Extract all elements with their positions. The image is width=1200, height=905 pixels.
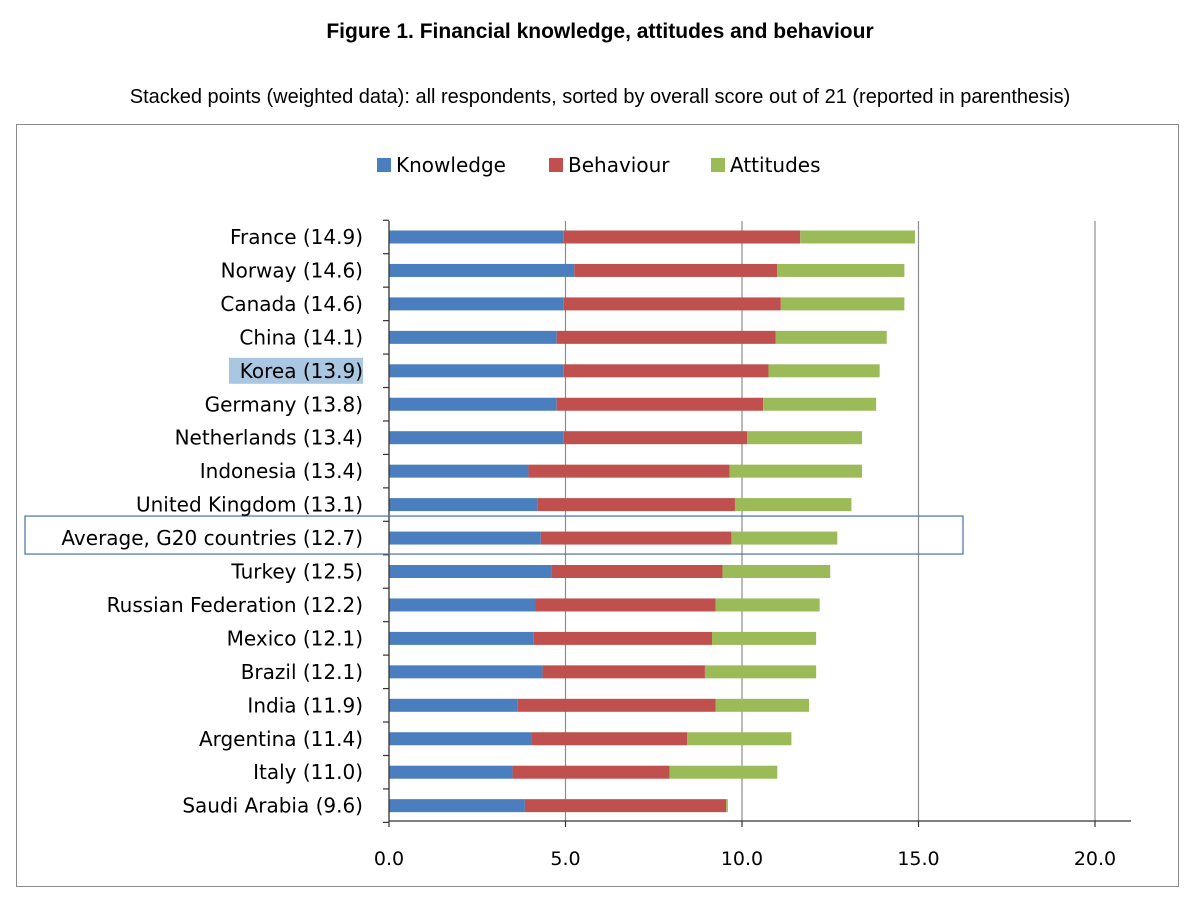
bar-behaviour-mexico: [533, 631, 712, 645]
bar-behaviour-united-kingdom: [537, 498, 735, 512]
bar-attitudes-germany: [763, 397, 877, 411]
bar-knowledge-norway: [389, 263, 575, 277]
bar-behaviour-turkey: [551, 565, 723, 578]
bar-attitudes-china: [775, 330, 887, 344]
bar-knowledge-brazil: [389, 665, 543, 679]
bar-attitudes-saudi-arabia: [726, 799, 728, 813]
category-label-italy: Italy (11.0): [253, 760, 363, 784]
bar-attitudes-united-kingdom: [734, 498, 852, 512]
category-label-norway: Norway (14.6): [221, 258, 363, 282]
x-tick-label-15: 15.0: [897, 848, 939, 870]
bar-attitudes-india: [715, 698, 810, 712]
bar-knowledge-average-g20-countries: [389, 531, 541, 545]
category-label-indonesia: Indonesia (13.4): [200, 459, 363, 483]
bar-behaviour-france: [563, 230, 801, 244]
legend-swatch-knowledge: [377, 158, 391, 172]
x-tick-label-10: 10.0: [721, 848, 763, 870]
bar-attitudes-indonesia: [729, 464, 863, 478]
bar-behaviour-norway: [574, 263, 778, 277]
bar-behaviour-saudi-arabia: [524, 799, 727, 813]
bar-knowledge-canada: [389, 297, 564, 311]
category-label-turkey: Turkey (12.5): [230, 560, 363, 584]
x-tick-label-20: 20.0: [1074, 848, 1116, 870]
bar-knowledge-india: [389, 698, 518, 712]
bar-attitudes-italy: [669, 765, 778, 779]
category-label-korea: Korea (13.9): [240, 359, 363, 383]
legend-label-knowledge: Knowledge: [396, 153, 506, 177]
category-label-russian-federation: Russian Federation (12.2): [107, 593, 363, 617]
category-label-netherlands: Netherlands (13.4): [175, 426, 363, 450]
bar-knowledge-turkey: [389, 565, 552, 578]
bar-knowledge-france: [389, 230, 564, 244]
category-label-india: India (11.9): [247, 693, 363, 717]
bar-behaviour-indonesia: [528, 464, 730, 478]
legend-label-attitudes: Attitudes: [730, 153, 821, 177]
bar-behaviour-average-g20-countries: [540, 531, 732, 545]
bar-knowledge-russian-federation: [389, 598, 536, 612]
category-label-saudi-arabia: Saudi Arabia (9.6): [182, 794, 363, 818]
x-tick-label-0: 0.0: [374, 848, 404, 870]
x-tick-label-5: 5.0: [550, 848, 580, 870]
category-label-canada: Canada (14.6): [220, 292, 363, 316]
bar-behaviour-argentina: [531, 732, 688, 746]
bar-behaviour-germany: [556, 397, 764, 411]
bar-attitudes-average-g20-countries: [731, 531, 838, 545]
category-label-average-g20-countries: Average, G20 countries (12.7): [61, 526, 363, 550]
bar-behaviour-netherlands: [563, 431, 748, 445]
chart: Knowledge Behaviour Attitudes France (14.9…: [24, 153, 1131, 870]
legend-swatch-behaviour: [549, 158, 563, 172]
bar-knowledge-argentina: [389, 732, 532, 746]
bar-behaviour-italy: [512, 765, 670, 779]
bar-attitudes-norway: [777, 263, 905, 277]
bars: [389, 230, 915, 813]
bar-knowledge-indonesia: [389, 464, 529, 478]
category-label-france: France (14.9): [230, 225, 363, 249]
bar-attitudes-brazil: [704, 665, 817, 679]
legend-label-behaviour: Behaviour: [568, 153, 670, 177]
figure-subtitle: Stacked points (weighted data): all resp…: [129, 86, 1071, 108]
bar-knowledge-china: [389, 330, 557, 344]
bar-knowledge-united-kingdom: [389, 498, 538, 512]
bar-attitudes-russian-federation: [715, 598, 820, 612]
bar-knowledge-saudi-arabia: [389, 799, 525, 813]
bar-behaviour-india: [517, 698, 716, 712]
bar-knowledge-korea: [389, 364, 564, 378]
category-label-china: China (14.1): [239, 325, 363, 349]
bar-attitudes-korea: [768, 364, 880, 378]
x-tick-labels: 0.0 5.0 10.0 15.0 20.0: [374, 848, 1116, 870]
chart-frame: Knowledge Behaviour Attitudes France (14.9…: [16, 124, 1179, 887]
legend: Knowledge Behaviour Attitudes: [377, 153, 821, 177]
category-label-mexico: Mexico (12.1): [227, 626, 363, 650]
bar-attitudes-mexico: [711, 631, 817, 645]
gridlines: [564, 221, 1096, 821]
bar-knowledge-netherlands: [389, 431, 564, 445]
bar-behaviour-china: [556, 330, 776, 344]
bar-attitudes-netherlands: [747, 431, 863, 445]
bar-knowledge-germany: [389, 397, 557, 411]
category-label-united-kingdom: United Kingdom (13.1): [136, 493, 363, 517]
bar-behaviour-canada: [563, 297, 781, 311]
category-labels: France (14.9) Norway (14.6) Canada (14.6) C…: [61, 225, 363, 818]
bar-knowledge-italy: [389, 765, 513, 779]
bar-attitudes-turkey: [722, 565, 831, 578]
axes: [24, 219, 1131, 827]
legend-swatch-attitudes: [711, 158, 725, 172]
highlight-box-average-g20-countries: [24, 515, 964, 555]
bar-knowledge-mexico: [389, 631, 534, 645]
category-highlights: [229, 357, 363, 384]
bar-attitudes-canada: [780, 297, 905, 311]
category-label-brazil: Brazil (12.1): [241, 660, 363, 684]
bar-behaviour-korea: [563, 364, 769, 378]
bar-behaviour-brazil: [542, 665, 705, 679]
figure-title: Figure 1. Financial knowledge, attitudes…: [326, 20, 874, 43]
category-label-argentina: Argentina (11.4): [199, 727, 363, 751]
category-label-germany: Germany (13.8): [205, 392, 363, 416]
bar-behaviour-russian-federation: [535, 598, 716, 612]
bar-attitudes-argentina: [687, 732, 792, 746]
highlight-korea: [229, 357, 363, 384]
bar-attitudes-france: [800, 230, 915, 244]
